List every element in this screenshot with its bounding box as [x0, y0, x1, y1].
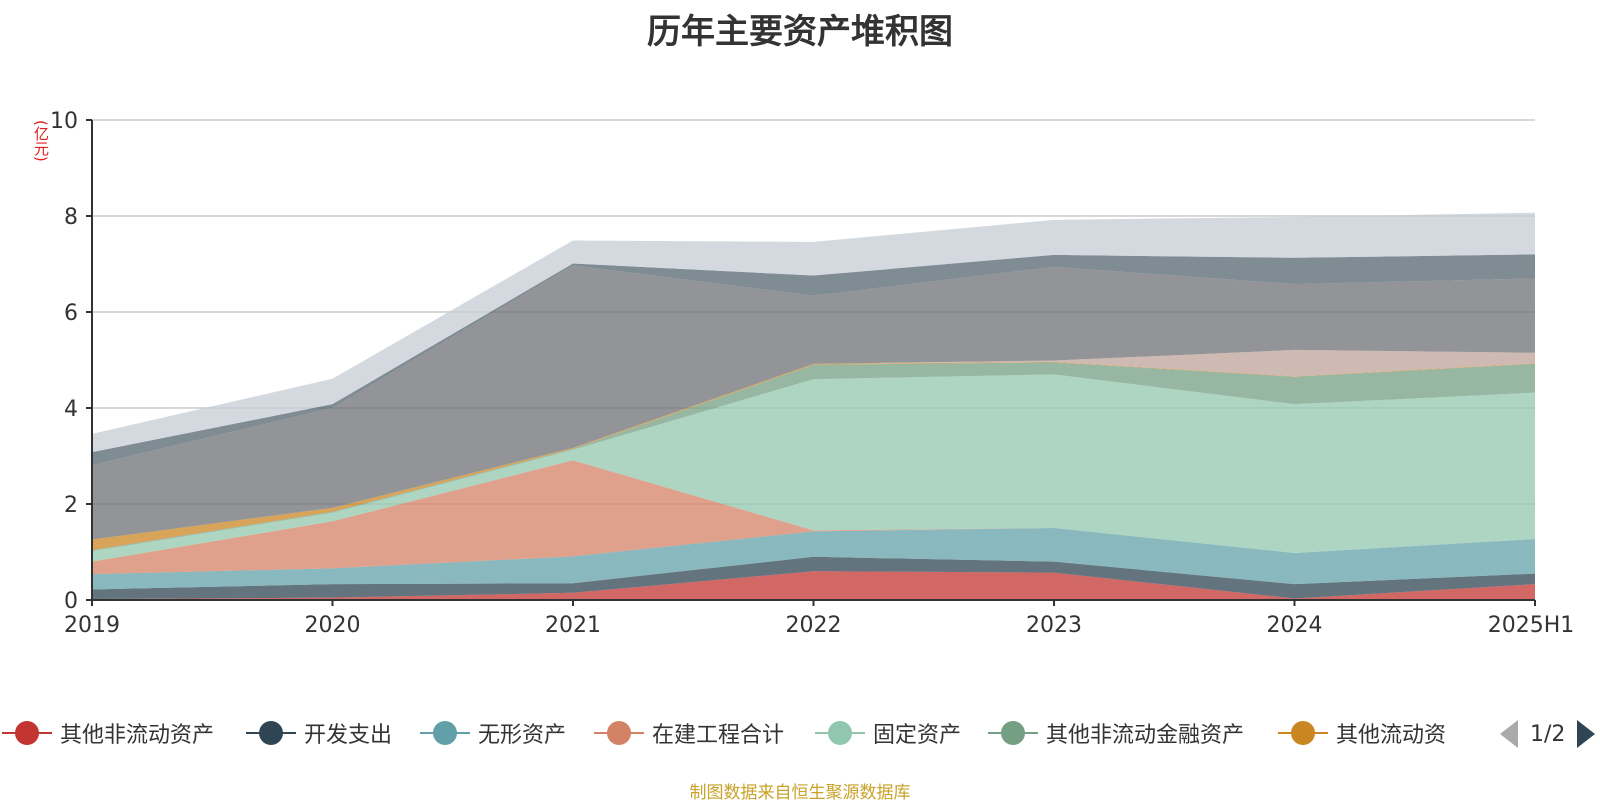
legend-label: 在建工程合计 [652, 723, 785, 748]
legend-marker-icon [1278, 721, 1328, 745]
legend-label: 其他非流动资产 [60, 723, 215, 748]
y-tick-label: 6 [64, 301, 78, 326]
y-tick-label: 0 [64, 589, 78, 614]
x-tick-label: 2019 [64, 613, 120, 638]
legend-marker-icon [2, 721, 52, 745]
area-series-9 [92, 254, 1535, 466]
x-tick-label: 2021 [545, 613, 601, 638]
x-tick-label: 2020 [305, 613, 361, 638]
legend-marker-icon [246, 721, 296, 745]
legend-item-6[interactable]: 其他流动资 [1278, 715, 1446, 751]
area-series-4 [92, 374, 1535, 562]
legend-label: 无形资产 [478, 723, 567, 748]
legend-item-3[interactable]: 在建工程合计 [594, 715, 784, 751]
x-tick-label: 2024 [1267, 613, 1323, 638]
area-series-7 [92, 349, 1535, 540]
legend-next-page-icon[interactable] [1577, 720, 1596, 748]
legend: 其他非流动资产 开发支出 无形资产 在建工程合计 固定资产 其他非流动金融资产 … [0, 715, 1600, 751]
legend-item-1[interactable]: 开发支出 [246, 715, 392, 751]
legend-label: 其他流动资 [1336, 723, 1447, 748]
legend-item-4[interactable]: 固定资产 [815, 715, 961, 751]
legend-page-indicator: 1/2 [1530, 721, 1566, 747]
legend-pager: 1/2 [1500, 716, 1596, 752]
legend-label: 其他非流动金融资产 [1046, 723, 1245, 748]
area-series-2 [92, 528, 1535, 590]
legend-marker-icon [420, 721, 470, 745]
x-tick-label: 2023 [1026, 613, 1082, 638]
x-tick-label: 2022 [786, 613, 842, 638]
y-tick-label: 10 [50, 109, 78, 134]
legend-marker-icon [988, 721, 1038, 745]
legend-prev-page-icon[interactable] [1500, 720, 1518, 748]
y-tick-label: 2 [64, 493, 78, 518]
area-series-3 [92, 460, 1535, 575]
area-series-10 [92, 212, 1535, 453]
legend-marker-icon [815, 721, 865, 745]
area-series-1 [92, 556, 1535, 600]
legend-marker-icon [594, 721, 644, 745]
area-series-0 [92, 571, 1535, 600]
area-series-8 [92, 265, 1535, 540]
chart-title: 历年主要资产堆积图 [647, 12, 953, 52]
legend-item-0[interactable]: 其他非流动资产 [2, 715, 214, 751]
legend-item-5[interactable]: 其他非流动金融资产 [988, 715, 1244, 751]
y-tick-label: 8 [64, 205, 78, 230]
area-series-5 [92, 362, 1535, 552]
x-tick-label: 2025H1 [1488, 613, 1575, 638]
legend-label: 开发支出 [304, 723, 393, 748]
legend-item-2[interactable]: 无形资产 [420, 715, 566, 751]
source-note: 制图数据来自恒生聚源数据库 [689, 783, 911, 803]
y-axis-label: (亿元) [32, 120, 50, 162]
y-tick-label: 4 [64, 397, 78, 422]
legend-label: 固定资产 [873, 723, 962, 748]
